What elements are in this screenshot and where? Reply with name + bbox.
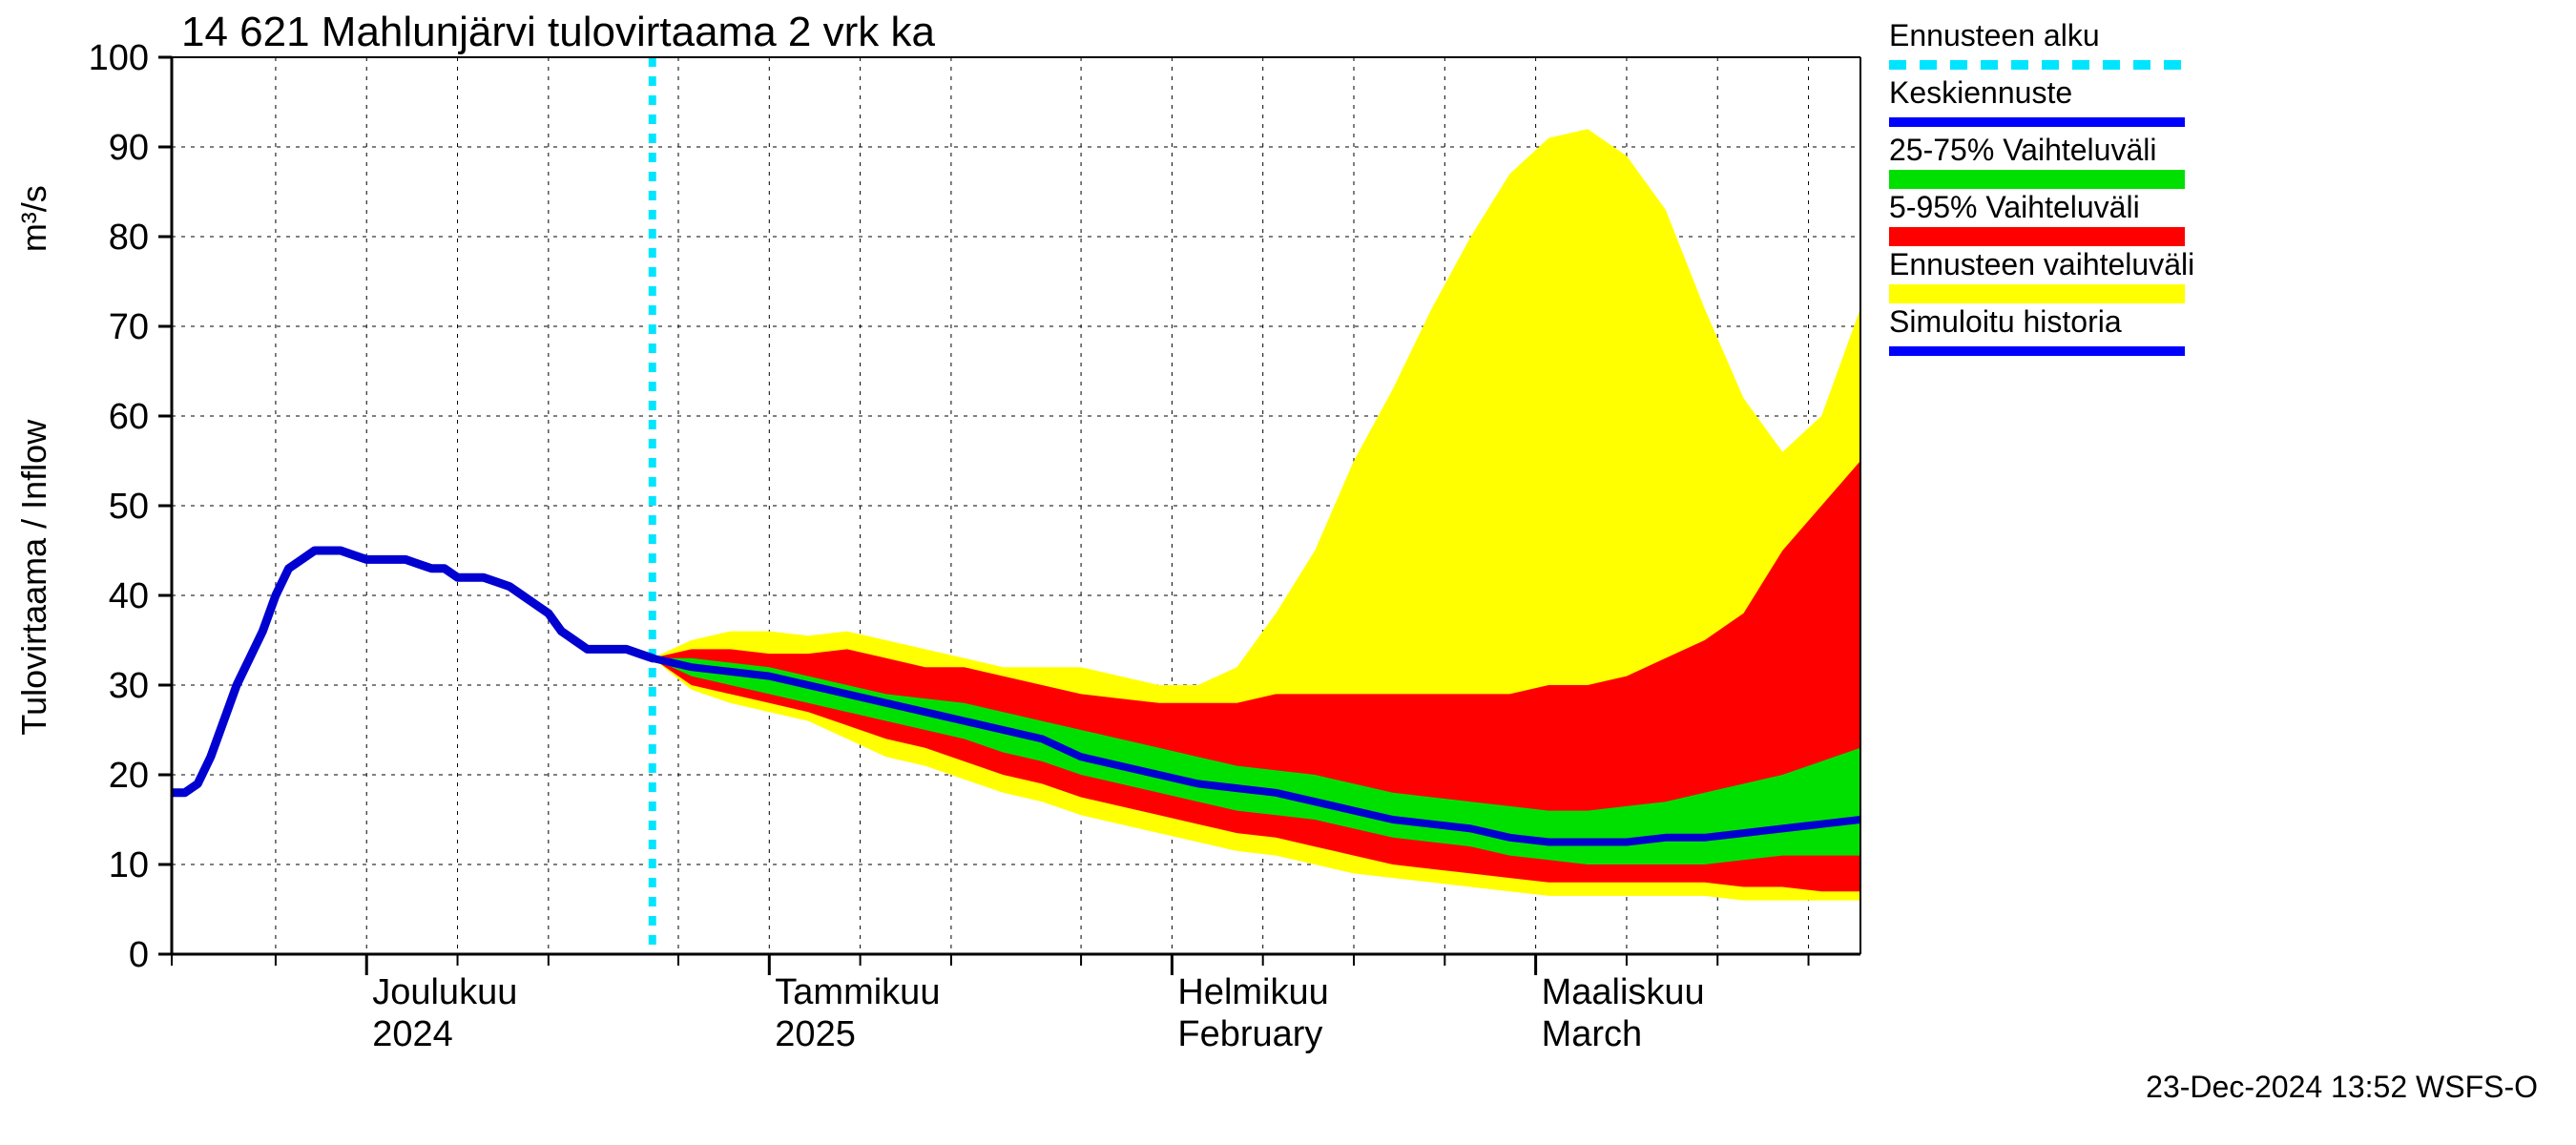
legend-label: 25-75% Vaihteluväli bbox=[1889, 133, 2156, 167]
legend-label: Ennusteen vaihteluväli bbox=[1889, 247, 2194, 281]
x-month-label: Maaliskuu bbox=[1542, 972, 1705, 1012]
y-tick-label: 0 bbox=[129, 935, 149, 975]
legend-label: Ennusteen alku bbox=[1889, 18, 2100, 52]
legend-label: 5-95% Vaihteluväli bbox=[1889, 190, 2140, 224]
chart-title: 14 621 Mahlunjärvi tulovirtaama 2 vrk ka bbox=[181, 9, 935, 55]
y-tick-label: 50 bbox=[109, 487, 149, 527]
chart-svg: 0 10 20 30 40 50 60 70 80 90 100 Joulukuu2024 Tammik… bbox=[0, 0, 2576, 1145]
y-axis-label: Tulovirtaama / Inflow bbox=[14, 419, 53, 736]
y-tick-label: 100 bbox=[89, 38, 149, 78]
y-tick-label: 80 bbox=[109, 218, 149, 258]
y-tick-label: 10 bbox=[109, 845, 149, 885]
legend-swatch bbox=[1889, 284, 2185, 303]
y-tick-label: 90 bbox=[109, 128, 149, 168]
legend-label: Keskiennuste bbox=[1889, 75, 2072, 110]
x-month-sub: March bbox=[1542, 1014, 1643, 1054]
x-month-label: Joulukuu bbox=[372, 972, 517, 1012]
legend-label: Simuloitu historia bbox=[1889, 304, 2122, 339]
x-month-label: Tammikuu bbox=[775, 972, 940, 1012]
y-axis-unit: m³/s bbox=[14, 185, 53, 252]
x-month-sub: February bbox=[1177, 1014, 1322, 1054]
legend-swatch bbox=[1889, 170, 2185, 189]
x-month-sub: 2025 bbox=[775, 1014, 856, 1054]
x-month-label: Helmikuu bbox=[1177, 972, 1328, 1012]
chart-container: 0 10 20 30 40 50 60 70 80 90 100 Joulukuu2024 Tammik… bbox=[0, 0, 2576, 1145]
x-month-sub: 2024 bbox=[372, 1014, 453, 1054]
legend-swatch bbox=[1889, 227, 2185, 246]
legend: Ennusteen alku Keskiennuste 25-75% Vaihtel… bbox=[1889, 18, 2194, 351]
footer-timestamp: 23-Dec-2024 13:52 WSFS-O bbox=[2146, 1070, 2538, 1104]
y-tick-label: 40 bbox=[109, 576, 149, 616]
y-tick-label: 20 bbox=[109, 756, 149, 796]
y-tick-label: 30 bbox=[109, 666, 149, 706]
y-tick-label: 60 bbox=[109, 397, 149, 437]
y-tick-label: 70 bbox=[109, 307, 149, 347]
